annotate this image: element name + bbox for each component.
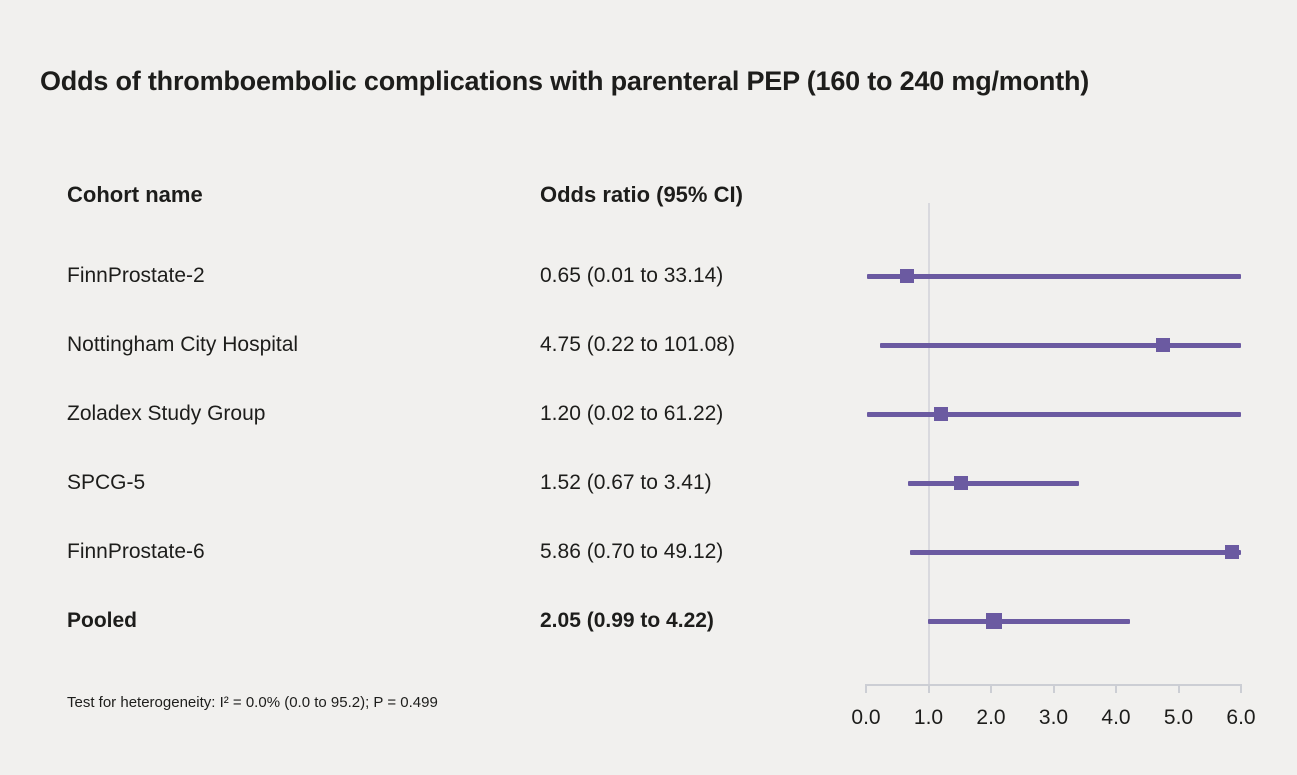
axis-tick-label: 6.0 bbox=[1226, 706, 1256, 729]
axis-tick bbox=[990, 684, 992, 693]
axis-tick-label: 3.0 bbox=[1038, 706, 1069, 729]
cohort-name: FinnProstate-2 bbox=[67, 264, 205, 287]
axis-tick-label: 2.0 bbox=[976, 706, 1006, 729]
axis-tick-label: 1.0 bbox=[913, 706, 944, 729]
axis-tick bbox=[1240, 684, 1242, 693]
odds-ratio-value: 1.52 (0.67 to 3.41) bbox=[540, 471, 712, 494]
axis-tick-label: 4.0 bbox=[1101, 706, 1131, 729]
axis-tick bbox=[1115, 684, 1117, 693]
ci-line bbox=[879, 343, 1241, 348]
or-marker bbox=[934, 407, 948, 421]
odds-ratio-value: 2.05 (0.99 to 4.22) bbox=[540, 609, 714, 632]
odds-ratio-value: 0.65 (0.01 to 33.14) bbox=[540, 264, 724, 287]
or-marker bbox=[1155, 338, 1170, 352]
cohort-name: SPCG-5 bbox=[67, 471, 146, 494]
or-marker bbox=[899, 269, 914, 283]
axis-tick bbox=[1177, 684, 1180, 693]
odds-ratio-value: 5.86 (0.70 to 49.12) bbox=[540, 540, 724, 563]
axis-tick-label: 0.0 bbox=[851, 706, 881, 729]
cohort-name: Nottingham City Hospital bbox=[67, 333, 299, 356]
axis-tick bbox=[865, 684, 867, 693]
cohort-column-header: Cohort name bbox=[67, 182, 203, 207]
axis-tick bbox=[927, 684, 930, 693]
ci-line bbox=[927, 619, 1130, 624]
cohort-name: Zoladex Study Group bbox=[67, 402, 266, 425]
axis-tick-label: 5.0 bbox=[1163, 706, 1194, 729]
cohort-name: FinnProstate-6 bbox=[67, 540, 205, 563]
or-marker bbox=[986, 613, 1003, 629]
odds-ratio-value: 4.75 (0.22 to 101.08) bbox=[540, 333, 735, 356]
ci-line bbox=[866, 274, 1241, 279]
ci-line bbox=[909, 550, 1241, 555]
figure-title: Odds of thromboembolic complications wit… bbox=[40, 66, 1090, 96]
reference-line bbox=[927, 203, 930, 685]
or-marker bbox=[1225, 545, 1240, 559]
or-marker bbox=[954, 476, 968, 490]
cohort-name: Pooled bbox=[67, 609, 138, 632]
axis-tick bbox=[1052, 684, 1055, 693]
ci-line bbox=[867, 412, 1241, 417]
odds-ratio-column-header: Odds ratio (95% CI) bbox=[540, 182, 743, 207]
heterogeneity-footnote: Test for heterogeneity: I² = 0.0% (0.0 t… bbox=[67, 694, 438, 711]
odds-ratio-value: 1.20 (0.02 to 61.22) bbox=[540, 402, 724, 425]
ci-line bbox=[907, 481, 1080, 486]
